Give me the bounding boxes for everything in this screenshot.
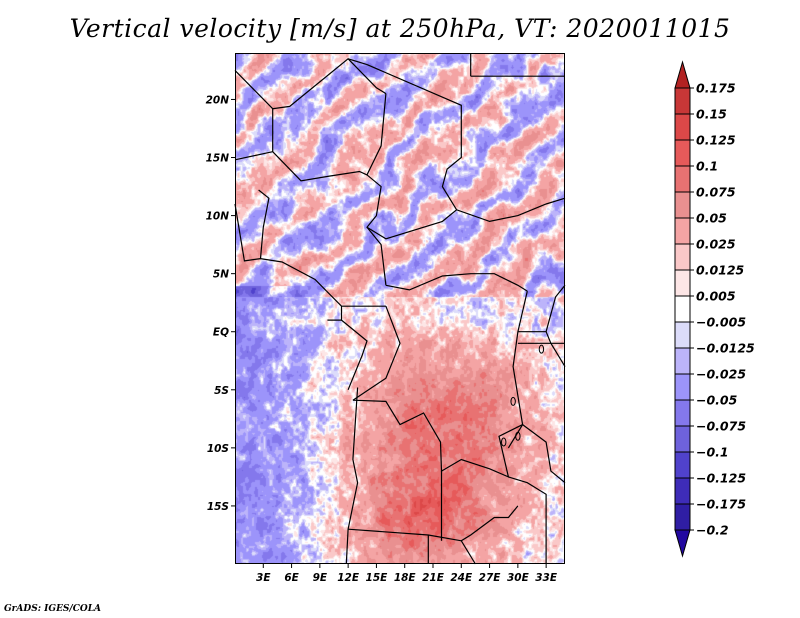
x-tick-label: 24E: [450, 572, 473, 584]
lake-outline: [538, 344, 545, 354]
border-line: [366, 64, 566, 223]
border-line: [366, 93, 387, 286]
border-line: [545, 284, 566, 332]
colorbar-label: 0.05: [696, 211, 727, 226]
y-tick-label: 10N: [206, 211, 230, 223]
colorbar-swatch: [674, 373, 691, 401]
x-tick-label: 6E: [284, 572, 299, 584]
y-tick-label: 20N: [206, 94, 230, 106]
border-line: [352, 399, 523, 478]
border-line: [327, 306, 343, 321]
border-line: [345, 387, 359, 565]
border-line: [272, 151, 368, 182]
colorbar-swatch: [674, 87, 691, 115]
map-frame: [235, 53, 565, 564]
border-line: [385, 273, 528, 292]
x-tick-label: 30E: [507, 572, 530, 584]
colorbar-extend-max: [674, 60, 691, 89]
border-line: [347, 58, 387, 95]
x-tick-label: 15E: [366, 572, 389, 584]
colorbar-label: 0.175: [696, 81, 736, 96]
x-tick-label: 3E: [256, 572, 271, 584]
x-tick-label: 12E: [337, 572, 360, 584]
colorbar-label: −0.175: [696, 497, 746, 512]
x-tick-label: 9E: [313, 572, 328, 584]
colorbar-swatch: [674, 347, 691, 375]
colorbar-label: 0.125: [696, 133, 736, 148]
x-tick-label: 33E: [535, 572, 558, 584]
border-line: [366, 209, 457, 240]
colorbar-label: −0.2: [696, 523, 729, 538]
colorbar-swatch: [674, 425, 691, 453]
colorbar-label: −0.005: [696, 315, 746, 330]
lake-outline: [501, 437, 507, 447]
x-tick-label: 27E: [479, 572, 502, 584]
colorbar-label: 0.15: [696, 107, 727, 122]
lake-outline: [515, 431, 521, 441]
vertical-velocity-field: [235, 53, 565, 564]
colorbar-label: 0.0125: [696, 263, 745, 278]
colorbar-label: −0.025: [696, 367, 746, 382]
colorbar-swatch: [674, 451, 691, 479]
border-line: [234, 108, 274, 161]
colorbar-swatch: [674, 321, 691, 349]
colorbar-label: −0.125: [696, 471, 746, 486]
y-tick-label: 5N: [213, 269, 229, 281]
colorbar-swatch: [674, 399, 691, 427]
colorbar: 0.175 0.15 0.125 0.1 0.075 0.05 0.025 0.0125 0.0…: [674, 60, 755, 558]
border-line: [508, 476, 547, 564]
border-line: [326, 290, 386, 307]
x-tick-label: 21E: [422, 572, 445, 584]
country-borders: [234, 53, 566, 565]
colorbar-label: −0.1: [696, 445, 729, 460]
border-line: [258, 189, 270, 259]
lake-outline: [510, 396, 516, 406]
y-tick-label: 15S: [207, 501, 229, 513]
colorbar-swatch: [674, 217, 691, 245]
grads-credit: GrADS: IGES/COLA: [4, 604, 102, 614]
colorbar-label: −0.075: [696, 419, 746, 434]
border-line: [352, 305, 401, 401]
colorbar-swatch: [674, 477, 691, 505]
x-axis: 3E 6E 9E 12E 15E 18E 21E 24E 27E 30E 33E: [256, 564, 558, 584]
colorbar-swatch: [674, 113, 691, 141]
colorbar-swatch: [674, 295, 691, 323]
colorbar-swatch: [674, 139, 691, 167]
y-tick-label: 5S: [214, 385, 229, 397]
colorbar-label: 0.1: [696, 159, 718, 174]
border-line: [348, 505, 519, 542]
border-line: [522, 424, 566, 484]
colorbar-extend-min: [674, 529, 691, 558]
border-line: [460, 540, 476, 565]
colorbar-label: 0.025: [696, 237, 736, 252]
colorbar-swatch: [674, 243, 691, 271]
colorbar-swatch: [674, 191, 691, 219]
colorbar-swatch: [674, 165, 691, 193]
border-line: [234, 203, 327, 292]
colorbar-label: −0.0125: [696, 341, 755, 356]
colorbar-label: 0.005: [696, 289, 736, 304]
border-line: [341, 319, 368, 391]
y-tick-label: EQ: [213, 327, 229, 339]
y-tick-label: 15N: [206, 153, 230, 165]
chart-title: Vertical velocity [m/s] at 250hPa, VT: 2…: [69, 14, 731, 43]
border-line: [507, 290, 528, 449]
colorbar-swatch: [674, 269, 691, 297]
y-axis: 20N 15N 10N 5N EQ 5S 10S 15S: [206, 94, 235, 513]
colorbar-swatch: [674, 503, 691, 531]
y-tick-label: 10S: [207, 443, 229, 455]
border-line: [234, 58, 368, 110]
colorbar-label: 0.075: [696, 185, 736, 200]
colorbar-label: −0.05: [696, 393, 738, 408]
x-tick-label: 18E: [394, 572, 417, 584]
border-line: [517, 331, 566, 367]
